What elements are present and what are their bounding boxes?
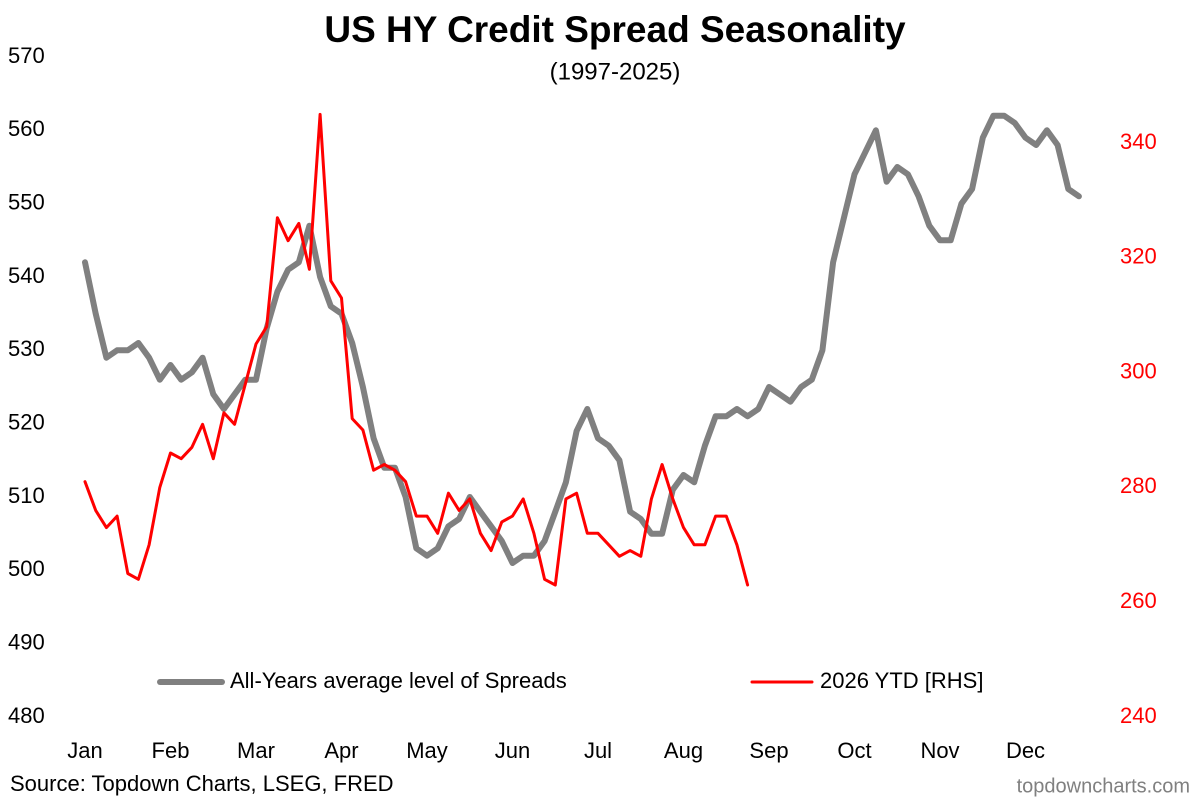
x-tick-label: Jun <box>495 738 530 763</box>
x-tick-label: Aug <box>664 738 703 763</box>
series-line <box>82 112 1082 566</box>
y2-tick-label: 280 <box>1120 473 1157 498</box>
x-tick-label: May <box>406 738 448 763</box>
x-tick-label: Apr <box>324 738 358 763</box>
y2-tick-label: 320 <box>1120 244 1157 269</box>
x-tick-label: Nov <box>920 738 959 763</box>
legend-label: All-Years average level of Spreads <box>230 668 567 693</box>
x-tick-label: Jul <box>584 738 612 763</box>
y-tick-label: 560 <box>8 116 45 141</box>
y2-tick-label: 240 <box>1120 703 1157 728</box>
y-tick-label: 480 <box>8 703 45 728</box>
x-tick-label: Sep <box>749 738 788 763</box>
y-tick-label: 500 <box>8 556 45 581</box>
x-tick-label: Oct <box>837 738 871 763</box>
x-tick-label: Mar <box>237 738 275 763</box>
watermark: topdowncharts.com <box>1017 775 1190 797</box>
source-note: Source: Topdown Charts, LSEG, FRED <box>10 771 394 796</box>
y-tick-label: 540 <box>8 263 45 288</box>
y-tick-label: 490 <box>8 629 45 654</box>
x-tick-label: Feb <box>152 738 190 763</box>
series-line <box>83 112 750 587</box>
x-tick-label: Dec <box>1006 738 1045 763</box>
y2-tick-label: 300 <box>1120 358 1157 383</box>
y-tick-label: 570 <box>8 43 45 68</box>
chart-subtitle: (1997-2025) <box>550 58 681 85</box>
y-tick-label: 530 <box>8 336 45 361</box>
legend-label: 2026 YTD [RHS] <box>820 668 983 693</box>
y2-tick-label: 260 <box>1120 588 1157 613</box>
x-tick-label: Jan <box>67 738 102 763</box>
y-tick-label: 550 <box>8 189 45 214</box>
chart-title: US HY Credit Spread Seasonality <box>324 9 906 50</box>
y2-tick-label: 340 <box>1120 129 1157 154</box>
y-tick-label: 510 <box>8 483 45 508</box>
y-tick-label: 520 <box>8 409 45 434</box>
